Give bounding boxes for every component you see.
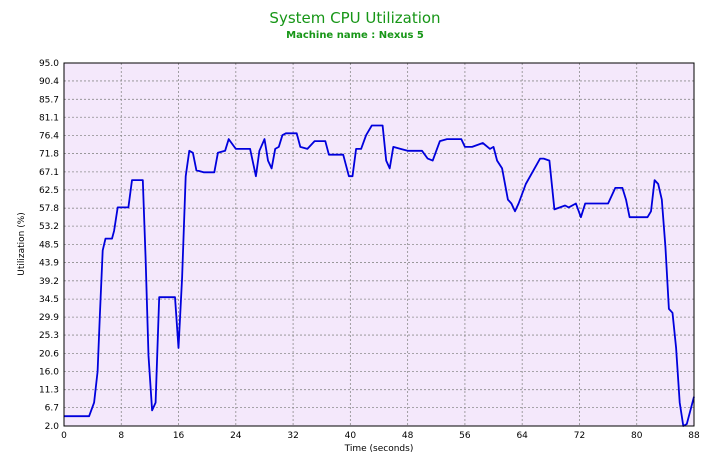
cpu-utilization-line [64,124,695,427]
chart-subtitle: Machine name : Nexus 5 [286,30,424,41]
x-tick-label: 32 [287,431,298,441]
x-tick-label: 48 [402,431,414,441]
x-tick-label: 0 [61,431,67,441]
y-tick-label: 76.4 [39,132,59,142]
y-tick-label: 81.1 [39,113,59,123]
y-tick-label: 85.7 [39,95,59,105]
y-tick-label: 53.2 [39,222,59,232]
x-tick-label: 40 [345,431,357,441]
y-tick-label: 11.3 [39,386,59,396]
y-tick-label: 39.2 [39,277,59,287]
y-tick-label: 48.5 [39,241,59,251]
y-tick-label: 95.0 [39,59,59,69]
x-tick-label: 80 [631,431,643,441]
grid [64,63,694,426]
x-tick-label: 72 [574,431,585,441]
y-tick-label: 6.7 [45,404,59,414]
y-tick-label: 90.4 [39,77,59,87]
x-tick-label: 24 [230,431,242,441]
y-tick-label: 29.9 [39,313,59,323]
y-tick-label: 2.0 [45,422,60,432]
plot-border [63,62,695,427]
x-tick-label: 16 [173,431,185,441]
x-axis-ticks: 0 8 16 24 32 40 48 56 64 72 80 88 [61,431,700,441]
x-tick-label: 64 [516,431,528,441]
chart-title: System CPU Utilization [269,9,441,27]
x-axis-label: Time (seconds) [344,444,414,454]
y-tick-label: 34.5 [39,295,59,305]
y-tick-label: 67.1 [39,168,59,178]
y-tick-label: 43.9 [39,258,59,268]
y-tick-label: 25.3 [39,331,59,341]
y-tick-label: 71.8 [39,150,59,160]
y-axis-ticks: 2.0 6.7 11.3 16.0 20.6 25.3 29.9 34.5 39.2 43.9 48… [39,59,59,432]
y-tick-label: 57.8 [39,204,59,214]
x-tick-label: 8 [118,431,124,441]
y-axis-label: Utilization (%) [17,212,27,276]
y-tick-label: 20.6 [39,349,59,359]
plot-area [64,63,694,426]
y-tick-label: 16.0 [39,367,59,377]
y-tick-label: 62.5 [39,186,59,196]
x-tick-label: 56 [459,431,471,441]
x-tick-label: 88 [688,431,700,441]
